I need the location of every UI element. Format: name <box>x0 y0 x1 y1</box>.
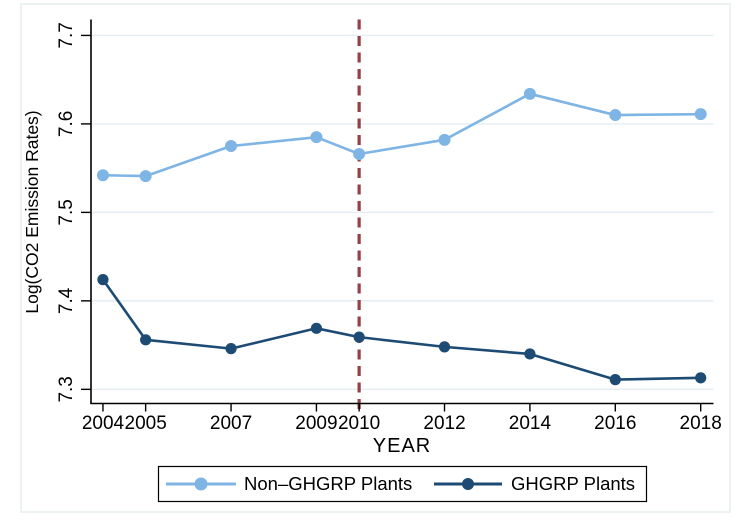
legend-label-0: Non–GHGRP Plants <box>244 473 412 494</box>
data-point-1-2014 <box>524 348 536 360</box>
data-point-0-2004 <box>96 169 109 182</box>
x-axis-title: YEAR <box>373 435 431 457</box>
x-tick-label: 2018 <box>680 413 722 434</box>
y-tick-label: 7.5 <box>56 199 77 225</box>
data-point-0-2005 <box>139 170 152 183</box>
legend-marker-0 <box>194 477 208 491</box>
legend-marker-1 <box>462 478 474 490</box>
x-tick-label: 2009 <box>295 413 337 434</box>
data-point-0-2018 <box>694 108 707 121</box>
data-point-1-2016 <box>609 374 621 386</box>
data-point-0-2007 <box>225 140 238 153</box>
data-point-1-2012 <box>438 341 451 353</box>
series-line-0 <box>102 92 701 178</box>
data-point-0-2009 <box>310 131 323 144</box>
data-point-1-2005 <box>140 334 152 346</box>
legend-label-1: GHGRP Plants <box>511 473 635 494</box>
x-tick-label: 2004 <box>82 413 125 434</box>
data-point-0-2014 <box>523 87 536 100</box>
x-tick-label: 2014 <box>509 413 552 434</box>
plot-area: 7.3 7.4 7.5 7.6 7.7 2004 2005 2007 2009 2010 2012 2… <box>56 19 722 434</box>
y-axis-title: Log(CO2 Emission Rates) <box>22 110 42 313</box>
x-tick-label: 2005 <box>125 413 167 434</box>
series-line-1 <box>101 278 701 381</box>
legend-box <box>157 465 648 503</box>
x-tick-label: 2012 <box>423 413 465 434</box>
data-point-1-2004 <box>97 274 109 286</box>
y-tick-label: 7.4 <box>56 287 77 314</box>
legend: Non–GHGRP Plants GHGRP Plants <box>157 465 648 503</box>
x-tick-label: 2007 <box>210 413 252 434</box>
x-tick-label: 2016 <box>594 413 636 434</box>
data-point-1-2007 <box>225 343 237 355</box>
data-point-0-2016 <box>609 109 622 122</box>
data-point-1-2018 <box>695 372 707 384</box>
data-point-1-2010 <box>353 331 365 343</box>
data-point-1-2009 <box>310 322 323 334</box>
data-point-0-2012 <box>438 133 451 146</box>
data-point-0-2010 <box>353 147 366 160</box>
y-tick-label: 7.6 <box>56 111 77 137</box>
x-tick-label: 2010 <box>338 413 380 434</box>
y-tick-label: 7.7 <box>56 22 77 48</box>
y-tick-label: 7.3 <box>56 376 77 402</box>
